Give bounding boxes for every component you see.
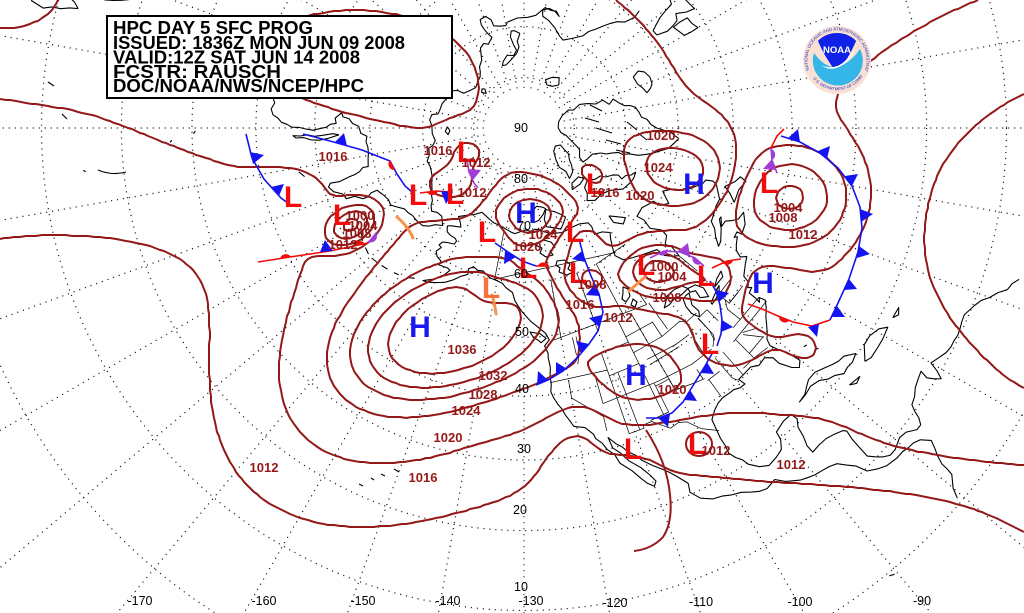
svg-text:-100: -100 xyxy=(787,595,812,609)
svg-text:1020: 1020 xyxy=(434,430,463,445)
svg-text:L: L xyxy=(482,272,500,305)
svg-text:DOC/NOAA/NWS/NCEP/HPC: DOC/NOAA/NWS/NCEP/HPC xyxy=(113,75,364,96)
svg-text:1004: 1004 xyxy=(774,200,804,215)
svg-text:H: H xyxy=(752,267,774,300)
svg-text:1016: 1016 xyxy=(591,185,620,200)
svg-text:L: L xyxy=(688,428,706,461)
svg-text:-170: -170 xyxy=(127,594,152,608)
svg-text:L: L xyxy=(519,252,537,285)
svg-text:-130: -130 xyxy=(518,594,543,608)
svg-text:L: L xyxy=(446,178,464,211)
svg-text:1008: 1008 xyxy=(578,277,607,292)
svg-text:1020: 1020 xyxy=(513,239,542,254)
svg-text:1012: 1012 xyxy=(789,227,818,242)
svg-text:1012: 1012 xyxy=(702,443,731,458)
svg-text:-110: -110 xyxy=(689,595,713,609)
svg-text:60: 60 xyxy=(514,267,528,281)
svg-text:1004: 1004 xyxy=(349,218,379,233)
svg-text:L: L xyxy=(333,199,351,232)
svg-text:L: L xyxy=(624,433,642,466)
svg-text:H: H xyxy=(515,197,537,230)
svg-text:-140: -140 xyxy=(435,594,460,608)
svg-text:FCSTR: RAUSCH: FCSTR: RAUSCH xyxy=(113,61,281,82)
svg-text:1016: 1016 xyxy=(566,297,595,312)
svg-text:-90: -90 xyxy=(913,594,931,608)
svg-text:H: H xyxy=(409,311,431,344)
svg-text:-120: -120 xyxy=(602,596,627,610)
svg-text:L: L xyxy=(284,181,302,214)
svg-text:1008: 1008 xyxy=(653,290,682,305)
svg-text:40: 40 xyxy=(515,382,529,396)
svg-text:1020: 1020 xyxy=(647,128,676,143)
svg-text:1024: 1024 xyxy=(452,403,482,418)
svg-text:1016: 1016 xyxy=(424,143,453,158)
svg-text:1036: 1036 xyxy=(448,342,477,357)
svg-text:1012: 1012 xyxy=(329,237,358,252)
svg-text:HPC DAY 5 SFC PROG: HPC DAY 5 SFC PROG xyxy=(113,17,313,38)
svg-text:1012: 1012 xyxy=(458,185,487,200)
svg-text:1012: 1012 xyxy=(604,310,633,325)
svg-text:1024: 1024 xyxy=(529,227,559,242)
svg-text:L: L xyxy=(586,168,604,201)
svg-text:L: L xyxy=(566,216,584,249)
svg-text:1020: 1020 xyxy=(626,188,655,203)
svg-text:1016: 1016 xyxy=(409,470,438,485)
svg-text:L: L xyxy=(697,260,715,293)
svg-text:-150: -150 xyxy=(350,594,375,608)
svg-text:1000: 1000 xyxy=(650,259,679,274)
svg-text:L: L xyxy=(409,179,427,212)
svg-text:90: 90 xyxy=(514,121,528,135)
svg-text:30: 30 xyxy=(517,442,531,456)
svg-text:L: L xyxy=(457,136,475,169)
svg-text:1012: 1012 xyxy=(250,460,279,475)
svg-text:1008: 1008 xyxy=(769,210,798,225)
svg-text:1032: 1032 xyxy=(479,368,508,383)
svg-text:70: 70 xyxy=(517,219,531,233)
svg-text:H: H xyxy=(625,359,647,392)
svg-text:NOAA: NOAA xyxy=(823,45,851,56)
svg-text:L: L xyxy=(478,216,496,249)
svg-text:1004: 1004 xyxy=(658,269,688,284)
svg-text:10: 10 xyxy=(514,580,528,594)
svg-text:1008: 1008 xyxy=(343,226,372,241)
svg-text:H: H xyxy=(683,168,705,201)
svg-text:L: L xyxy=(760,167,778,200)
svg-text:-160: -160 xyxy=(251,594,276,608)
svg-text:1000: 1000 xyxy=(346,208,375,223)
svg-text:L: L xyxy=(637,249,655,282)
svg-text:1020: 1020 xyxy=(658,382,687,397)
svg-text:L: L xyxy=(569,257,587,290)
svg-text:1024: 1024 xyxy=(644,160,674,175)
svg-text:80: 80 xyxy=(514,172,528,186)
svg-text:1012: 1012 xyxy=(462,155,491,170)
svg-text:1012: 1012 xyxy=(777,457,806,472)
svg-text:20: 20 xyxy=(513,503,527,517)
svg-text:VALID:12Z SAT JUN 14 2008: VALID:12Z SAT JUN 14 2008 xyxy=(113,47,360,68)
svg-text:50: 50 xyxy=(515,325,529,339)
svg-text:L: L xyxy=(701,328,719,361)
svg-text:1016: 1016 xyxy=(319,149,348,164)
svg-text:ISSUED: 1836Z MON JUN 09 2008: ISSUED: 1836Z MON JUN 09 2008 xyxy=(113,32,405,53)
svg-text:1028: 1028 xyxy=(469,387,498,402)
